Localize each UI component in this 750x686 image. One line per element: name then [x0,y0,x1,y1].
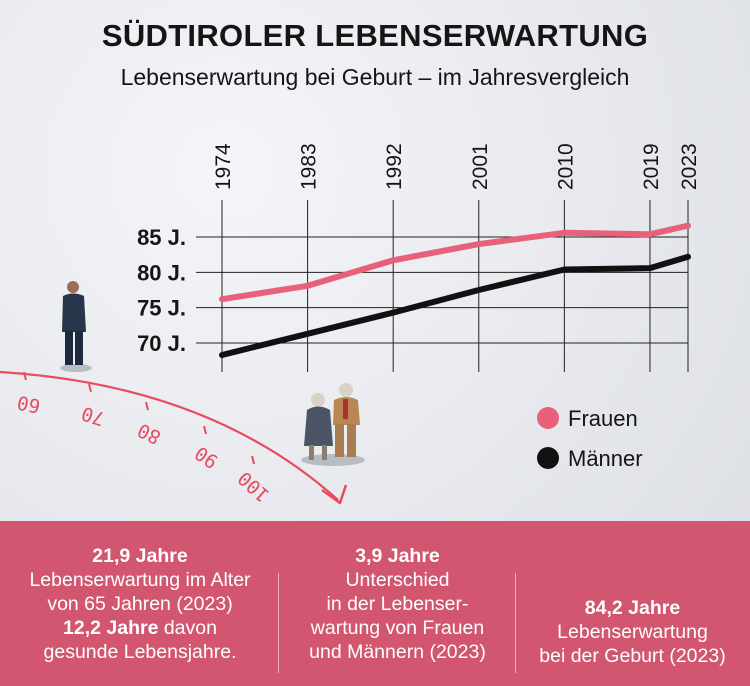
x-tick-label: 2023 [678,143,701,190]
stat-text: Unterschied [345,568,450,591]
stat-box-gender-gap: 3,9 Jahre Unterschied in der Lebenser- w… [280,521,515,686]
x-tick-label: 1974 [212,143,235,190]
ruler-label: 100 [234,467,274,506]
life-expectancy-chart: 60 70 80 90 100 [0,143,701,506]
ruler-label: 90 [191,441,222,472]
x-tick-label: 2001 [469,143,492,190]
age-arc [0,370,339,501]
stat-text: gesunde Lebensjahre. [43,640,237,663]
stat-text: davon [158,616,217,639]
elderly-couple-figure-icon [301,383,365,466]
stat-divider [278,573,279,673]
ruler-tick [88,383,92,393]
stats-band: 21,9 Jahre Lebenserwartung im Alter von … [0,521,750,686]
stat-value: 3,9 Jahre [355,544,440,567]
stat-value: 84,2 Jahre [584,596,681,619]
y-tick-label: 75 J. [137,296,186,321]
stat-box-age-65: 21,9 Jahre Lebenserwartung im Alter von … [0,521,280,686]
page-subtitle: Lebenserwartung bei Geburt – im Jahresve… [120,64,630,90]
x-tick-label: 2010 [554,143,577,190]
decorative-scene: 60 70 80 90 100 [0,281,365,506]
legend-swatch [537,407,559,429]
ruler-label: 70 [79,402,108,430]
stat-box-birth: 84,2 Jahre Lebenserwartung bei der Gebur… [515,521,750,686]
stat-text: in der Lebenser- [326,592,469,615]
page-title: SÜDTIROLER LEBENSERWARTUNG [101,18,649,53]
legend-label: Männer [568,446,643,471]
ruler-label: 80 [134,418,164,448]
stat-text: Lebenserwartung [557,620,708,643]
x-tick-label: 1992 [383,143,406,190]
x-tick-label: 1983 [298,143,321,190]
y-tick-label: 85 J. [137,225,186,250]
ruler-tick [203,425,207,435]
arc-arrowhead-icon [321,484,348,505]
ruler-tick [251,455,255,465]
series-line-männer [219,253,691,358]
ruler-label: 60 [15,391,42,417]
stat-text: und Männern (2023) [309,640,486,663]
stat-divider [515,573,516,673]
stat-text: bei der Geburt (2023) [539,644,726,667]
standing-man-figure-icon [60,281,92,372]
stat-text: von 65 Jahren (2023) [47,592,233,615]
legend-swatch [537,447,559,469]
stat-text: wartung von Frauen [310,616,485,639]
y-tick-label: 80 J. [137,260,186,285]
x-tick-label: 2019 [640,143,663,190]
stat-value: 12,2 Jahre [63,616,159,639]
ruler-tick [23,371,27,381]
stat-value: 21,9 Jahre [92,544,188,567]
legend-label: Frauen [568,406,638,431]
ruler-tick [145,401,149,411]
y-tick-label: 70 J. [137,331,186,356]
stat-text: Lebenserwartung im Alter [29,568,251,591]
